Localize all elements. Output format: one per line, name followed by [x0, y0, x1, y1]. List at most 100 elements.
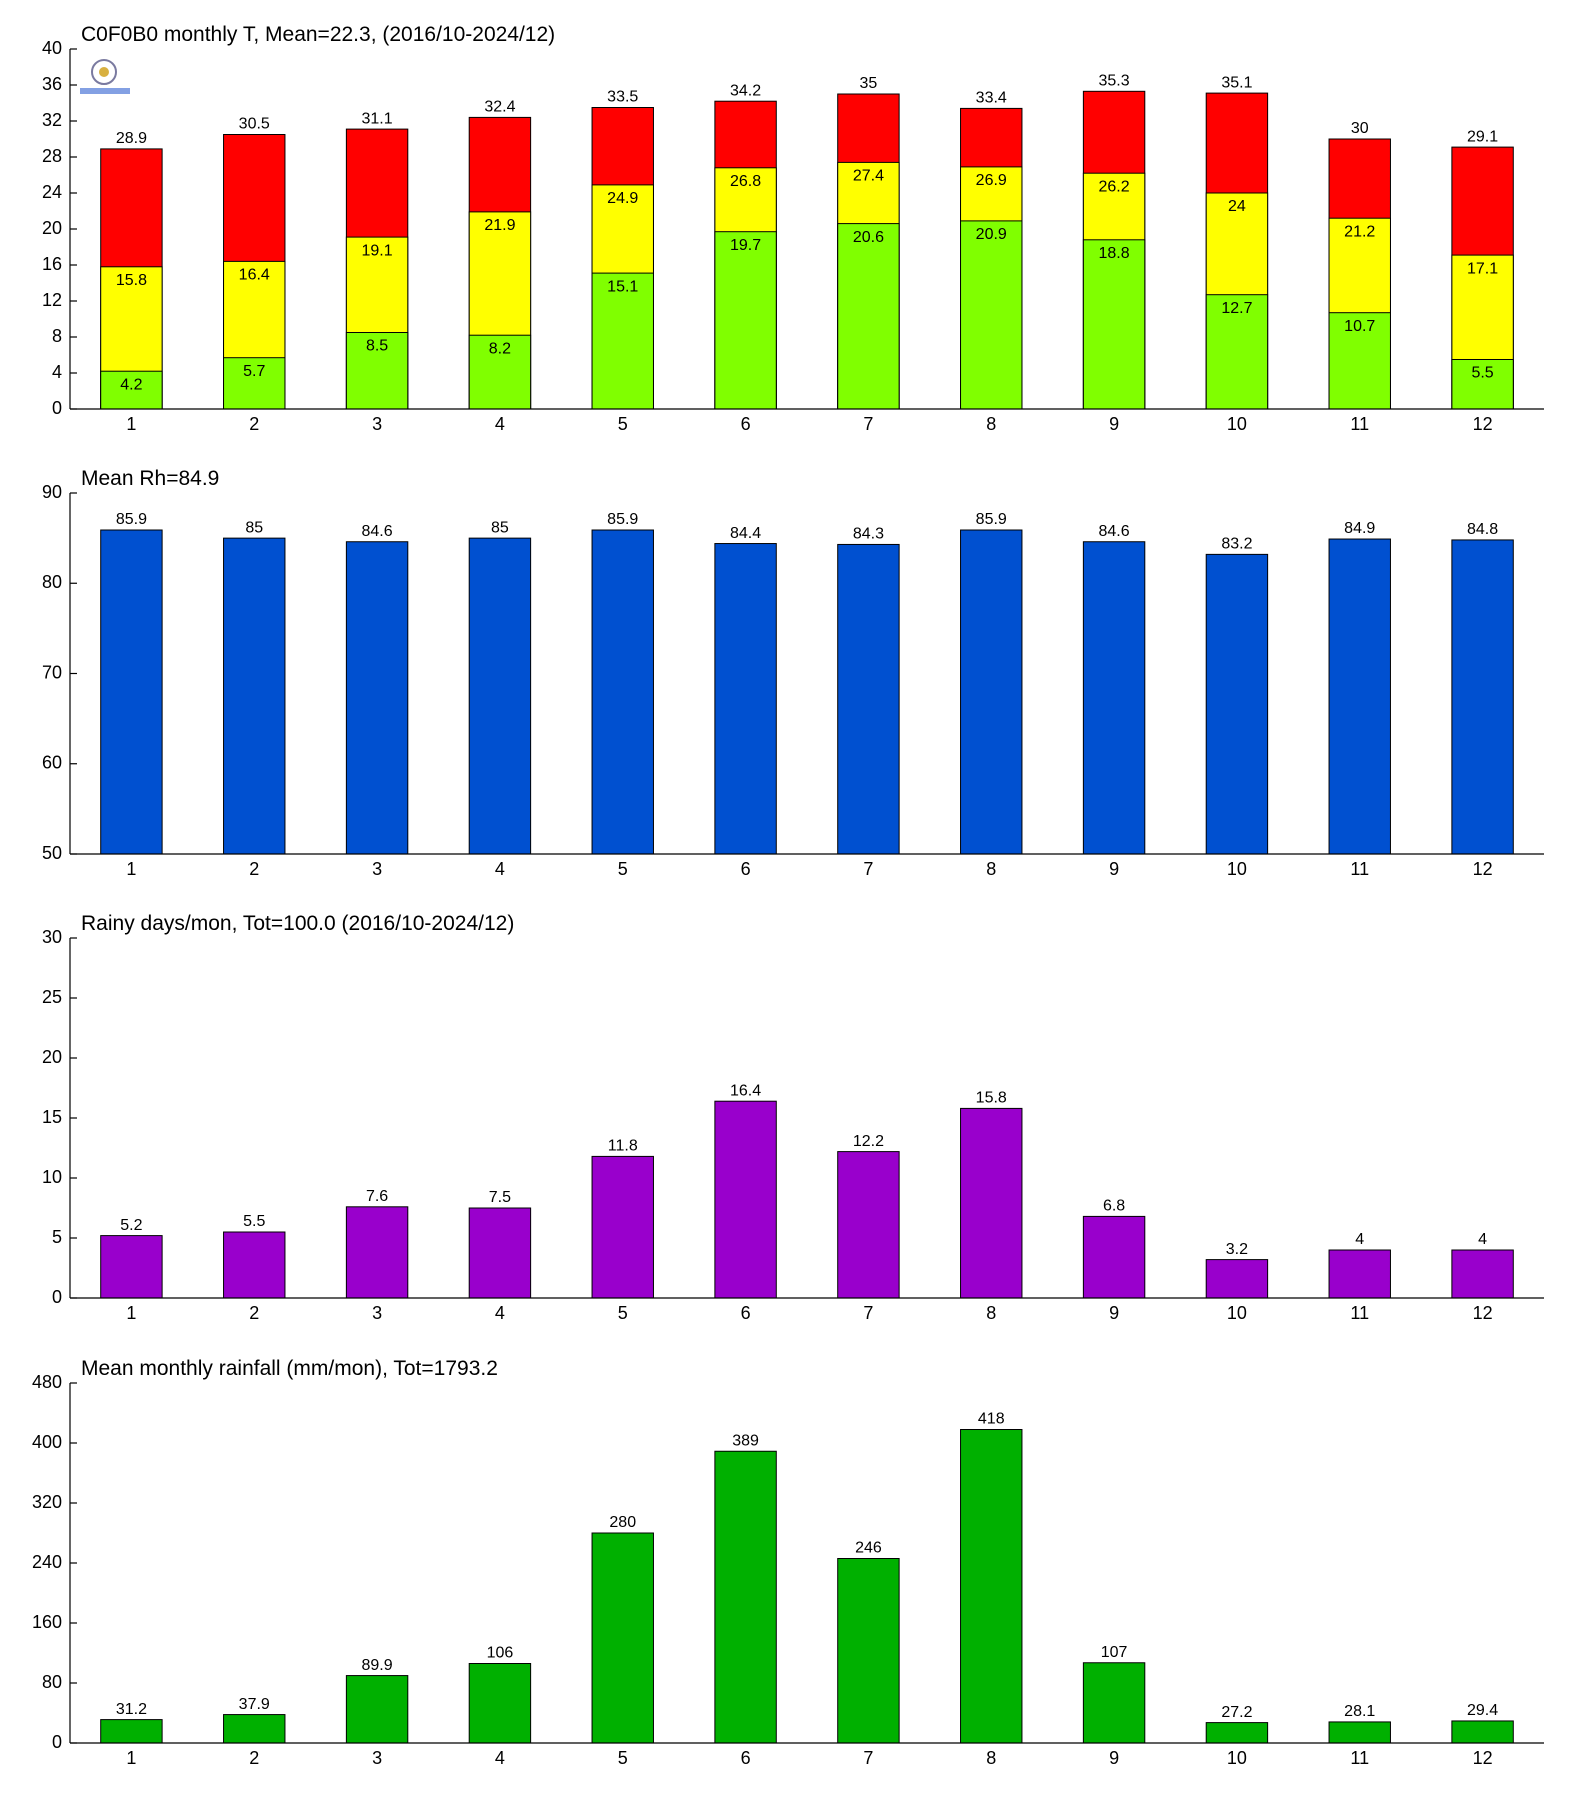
y-tick-label: 0	[52, 1732, 62, 1752]
y-tick-label: 160	[32, 1612, 62, 1632]
value-label: 4.2	[120, 376, 142, 393]
x-tick-label: 1	[126, 414, 136, 434]
x-tick-label: 8	[986, 859, 996, 879]
value-label: 24.9	[607, 190, 638, 207]
value-label: 29.4	[1467, 1702, 1498, 1719]
x-tick-label: 12	[1473, 1303, 1493, 1323]
bar	[1328, 1721, 1391, 1744]
value-label: 20.9	[976, 226, 1007, 243]
value-label: 5.5	[243, 1213, 265, 1230]
value-label: 85	[491, 519, 509, 536]
y-tick-label: 80	[42, 572, 62, 592]
x-tick-label: 5	[618, 1748, 628, 1768]
y-tick-label: 28	[42, 146, 62, 166]
y-tick-label: 36	[42, 74, 62, 94]
value-label: 21.2	[1344, 223, 1375, 240]
bar	[1328, 538, 1391, 855]
y-tick-label: 480	[32, 1372, 62, 1392]
bar	[1205, 1722, 1269, 1744]
value-label: 84.9	[1344, 520, 1375, 537]
x-tick-label: 6	[741, 859, 751, 879]
bar	[591, 272, 654, 410]
value-label: 85.9	[976, 511, 1007, 528]
bar	[837, 223, 900, 410]
x-tick-label: 10	[1227, 414, 1247, 434]
logo	[80, 59, 130, 94]
bar	[591, 529, 654, 855]
y-tick-label: 25	[42, 987, 62, 1007]
bar	[960, 1429, 1023, 1744]
y-tick-label: 320	[32, 1492, 62, 1512]
bar	[468, 1663, 532, 1744]
value-label: 5.7	[243, 363, 265, 380]
x-tick-label: 2	[249, 1748, 259, 1768]
x-tick-label: 7	[863, 414, 873, 434]
y-tick-label: 5	[52, 1227, 62, 1247]
value-label: 37.9	[239, 1696, 270, 1713]
chart-title: Rainy days/mon, Tot=100.0 (2016/10-2024/…	[81, 912, 514, 935]
x-tick-label: 11	[1350, 414, 1369, 434]
value-label: 15.8	[116, 272, 147, 289]
value-label: 19.1	[362, 242, 393, 259]
chart-title: Mean monthly rainfall (mm/mon), Tot=1793…	[81, 1357, 498, 1380]
value-label: 4	[1478, 1231, 1487, 1248]
bar	[714, 1100, 777, 1299]
y-tick-label: 4	[52, 362, 62, 382]
value-label: 84.8	[1467, 521, 1498, 538]
bar	[960, 220, 1023, 410]
value-label: 85.9	[116, 511, 147, 528]
y-tick-label: 15	[42, 1107, 62, 1127]
value-label: 15.8	[976, 1090, 1007, 1107]
x-tick-label: 6	[741, 1748, 751, 1768]
value-label: 21.9	[484, 217, 515, 234]
value-label: 5.5	[1471, 365, 1493, 382]
x-tick-label: 3	[372, 1303, 382, 1323]
bar	[100, 529, 163, 855]
value-label: 33.4	[976, 90, 1007, 107]
value-label: 26.2	[1099, 178, 1130, 195]
y-tick-label: 24	[42, 182, 62, 202]
value-label: 106	[487, 1645, 514, 1662]
x-tick-label: 8	[986, 1303, 996, 1323]
value-label: 27.2	[1221, 1704, 1252, 1721]
x-tick-label: 10	[1227, 1303, 1247, 1323]
value-label: 33.5	[607, 89, 638, 106]
x-tick-label: 4	[495, 1303, 505, 1323]
value-label: 389	[732, 1432, 759, 1449]
value-label: 107	[1101, 1644, 1128, 1661]
bar	[223, 1231, 286, 1299]
value-label: 34.2	[730, 82, 761, 99]
value-label: 20.6	[853, 229, 884, 246]
value-label: 24	[1228, 198, 1246, 215]
value-label: 418	[978, 1411, 1005, 1428]
bar	[100, 1719, 163, 1744]
x-tick-label: 11	[1350, 1748, 1369, 1768]
x-tick-label: 12	[1473, 859, 1493, 879]
bar	[1082, 541, 1146, 855]
y-tick-label: 0	[52, 398, 62, 418]
x-tick-label: 2	[249, 859, 259, 879]
x-tick-label: 10	[1227, 859, 1247, 879]
value-label: 30.5	[239, 116, 270, 133]
value-label: 27.4	[853, 168, 884, 185]
value-label: 12.2	[853, 1133, 884, 1150]
value-label: 31.2	[116, 1701, 147, 1718]
x-tick-label: 8	[986, 1748, 996, 1768]
value-label: 19.7	[730, 237, 761, 254]
bar	[591, 1155, 654, 1299]
bar	[100, 370, 163, 410]
x-tick-label: 7	[863, 859, 873, 879]
x-tick-label: 1	[126, 1748, 136, 1768]
x-tick-label: 9	[1109, 859, 1119, 879]
value-label: 8.5	[366, 338, 388, 355]
x-tick-label: 11	[1350, 859, 1369, 879]
bar	[1205, 553, 1269, 855]
y-tick-label: 30	[42, 927, 62, 947]
bar	[714, 543, 777, 855]
y-tick-label: 240	[32, 1552, 62, 1572]
value-label: 35	[860, 75, 878, 92]
value-label: 4	[1355, 1231, 1364, 1248]
x-tick-label: 11	[1350, 1303, 1369, 1323]
x-tick-label: 9	[1109, 1748, 1119, 1768]
bar	[837, 1151, 900, 1299]
